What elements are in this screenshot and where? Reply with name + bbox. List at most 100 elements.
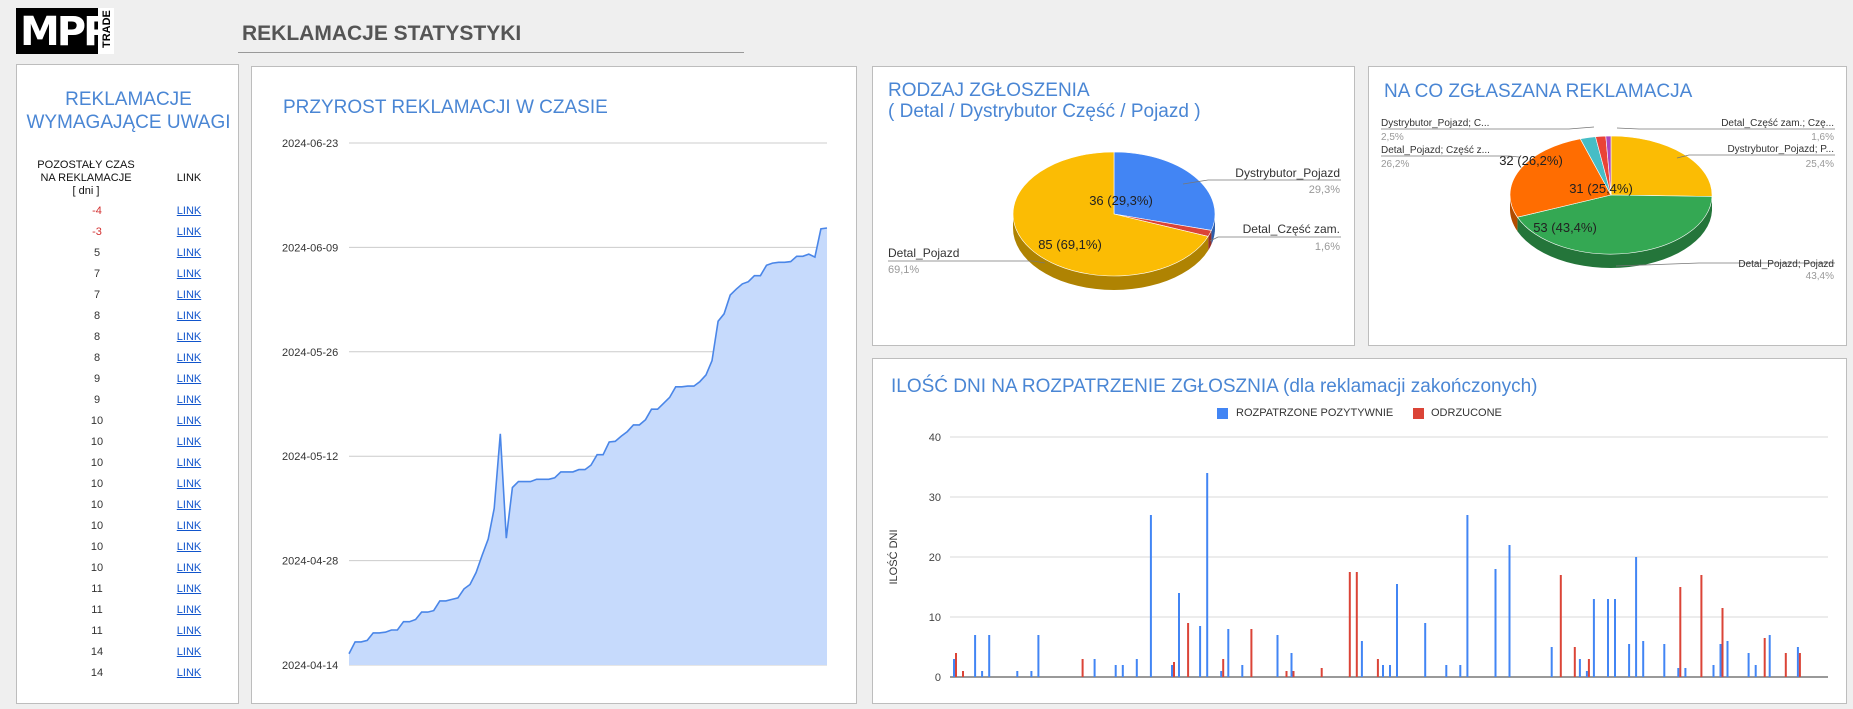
- bar: [981, 671, 984, 677]
- reason-pie-chart: 31 (25,4%) 53 (43,4%) 32 (26,2%) Dystrybuto…: [1381, 118, 1835, 282]
- logo-side: TRADE: [98, 8, 114, 54]
- row-days-value: -3: [92, 226, 102, 238]
- row-link[interactable]: LINK: [176, 247, 202, 259]
- attention-title-line1: REKLAMACJE: [65, 89, 192, 110]
- callout-percent: 2,5%: [1381, 132, 1404, 143]
- row-link[interactable]: LINK: [176, 373, 202, 385]
- row-link[interactable]: LINK: [176, 310, 202, 322]
- callout-line: [1182, 179, 1341, 185]
- bar: [1250, 629, 1253, 677]
- bar: [1607, 599, 1609, 677]
- legend-rejected-swatch: [1413, 408, 1424, 419]
- row-link[interactable]: LINK: [176, 268, 202, 280]
- row-link[interactable]: LINK: [176, 205, 202, 217]
- row-link[interactable]: LINK: [176, 415, 202, 427]
- row-link[interactable]: LINK: [176, 478, 202, 490]
- reason-pie-title: NA CO ZGŁASZANA REKLAMACJA: [1384, 81, 1693, 102]
- y-tick-label: 2024-06-09: [282, 242, 338, 254]
- bar: [1355, 572, 1358, 677]
- bar: [1798, 653, 1801, 677]
- row-days-value: 7: [93, 268, 101, 280]
- callout-label: Dystrybutor_Pojazd; P...: [1727, 144, 1834, 155]
- area-fill: [349, 228, 827, 665]
- type-pie-title-line2: ( Detal / Dystrybutor Część / Pojazd ): [888, 101, 1201, 122]
- bar: [1559, 575, 1562, 677]
- row-link[interactable]: LINK: [176, 646, 202, 658]
- row-days-value: 8: [93, 352, 101, 364]
- bar: [1494, 569, 1497, 677]
- bar: [1320, 668, 1323, 677]
- bar: [1508, 545, 1511, 677]
- row-link[interactable]: LINK: [176, 352, 202, 364]
- reason-pie-slice: [1605, 135, 1612, 196]
- row-link[interactable]: LINK: [176, 541, 202, 553]
- bar: [1424, 623, 1427, 677]
- bar: [988, 635, 991, 677]
- row-link[interactable]: LINK: [176, 331, 202, 343]
- bar: [1149, 515, 1152, 677]
- reason-pie-slice: [1509, 138, 1612, 218]
- callout-percent: 1,6%: [1811, 132, 1834, 143]
- days-chart-panel: ILOŚĆ DNI NA ROZPATRZENIE ZGŁOSZNIA (dla…: [872, 358, 1847, 704]
- row-link[interactable]: LINK: [176, 499, 202, 511]
- row-days-value: 11: [91, 583, 103, 595]
- bar: [1459, 665, 1462, 677]
- y-axis-label: ILOŚĆ DNI: [887, 529, 900, 584]
- row-link[interactable]: LINK: [176, 604, 202, 616]
- type-pie-title-line1: RODZAJ ZGŁOSZENIA: [888, 80, 1090, 101]
- callout-line: [888, 260, 1046, 264]
- bar: [1037, 635, 1040, 677]
- legend-positive-label[interactable]: ROZPATRZONE POZYTYWNIE: [1236, 407, 1394, 419]
- bar: [1114, 665, 1117, 677]
- bar: [1093, 659, 1096, 677]
- bar: [1712, 665, 1715, 677]
- bar: [1663, 644, 1666, 677]
- bar: [1550, 647, 1553, 677]
- row-link[interactable]: LINK: [176, 562, 202, 574]
- row-link[interactable]: LINK: [176, 226, 202, 238]
- row-link[interactable]: LINK: [176, 520, 202, 532]
- callout-label: Detal_Pojazd; Część z...: [1381, 145, 1490, 156]
- col-remaining-header: POZOSTAŁY CZAS NA REKLAMACJE [ dni ]: [31, 159, 141, 198]
- row-days-value: 10: [90, 457, 104, 469]
- bar: [1173, 662, 1175, 677]
- row-link[interactable]: LINK: [176, 583, 202, 595]
- callout-label: Detal_Część zam.; Czę...: [1721, 118, 1834, 129]
- page-title-underline: [238, 52, 744, 53]
- bar: [1121, 665, 1124, 677]
- attention-title-line2: WYMAGAJĄCE UWAGI: [26, 112, 231, 133]
- bar: [1684, 668, 1687, 677]
- callout-percent: 43,4%: [1806, 271, 1834, 282]
- row-link[interactable]: LINK: [176, 625, 202, 637]
- row-days-value: 10: [90, 436, 104, 448]
- row-days-value: 10: [90, 562, 104, 574]
- bar: [1220, 671, 1223, 677]
- bar: [1276, 635, 1279, 677]
- logo-text: MPP: [20, 9, 112, 55]
- bar: [1389, 665, 1391, 677]
- y-tick-label: 20: [929, 552, 941, 564]
- legend-positive-swatch: [1217, 408, 1228, 419]
- y-tick-label: 2024-04-14: [282, 660, 338, 672]
- reason-pie-slice-side: [1517, 196, 1712, 268]
- bar: [1719, 644, 1722, 677]
- row-link[interactable]: LINK: [176, 457, 202, 469]
- bar: [1700, 575, 1703, 677]
- row-link[interactable]: LINK: [176, 667, 202, 679]
- col-remaining-header-line3: [ dni ]: [72, 185, 100, 197]
- row-link[interactable]: LINK: [176, 289, 202, 301]
- bar: [1135, 659, 1138, 677]
- callout-percent: 1,6%: [1315, 241, 1340, 253]
- row-link[interactable]: LINK: [176, 394, 202, 406]
- reason-pie-panel: NA CO ZGŁASZANA REKLAMACJA 31 (25,4%) 53 …: [1368, 66, 1847, 346]
- bar: [1768, 635, 1771, 677]
- bar: [1784, 653, 1787, 677]
- legend-rejected-label[interactable]: ODRZUCONE: [1431, 407, 1502, 419]
- type-pie-slice-side: [1211, 214, 1215, 245]
- row-link[interactable]: LINK: [176, 436, 202, 448]
- bar: [1227, 629, 1230, 677]
- type-pie-slice: [1012, 151, 1209, 277]
- bar: [1635, 557, 1638, 677]
- y-tick-label: 2024-06-23: [282, 138, 338, 150]
- bar: [1721, 608, 1724, 677]
